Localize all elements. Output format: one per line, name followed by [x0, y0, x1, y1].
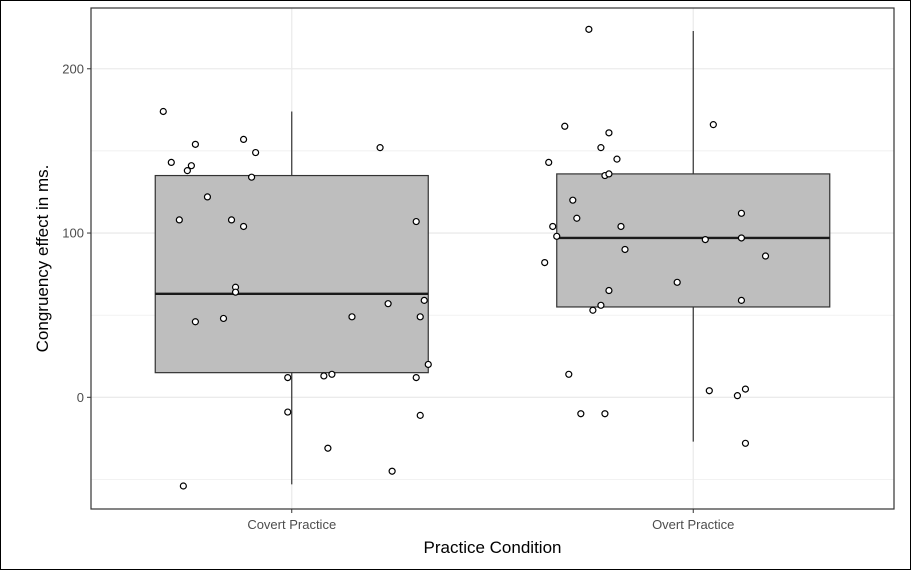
data-point: [621, 245, 629, 254]
data-point: [412, 217, 420, 226]
data-points: [159, 25, 770, 490]
data-point: [416, 313, 424, 321]
data-point: [577, 410, 585, 418]
data-point: [284, 373, 292, 382]
data-point: [597, 301, 605, 309]
data-point: [203, 193, 212, 201]
data-point: [239, 135, 248, 144]
y-tick-label: 200: [62, 61, 84, 76]
data-point: [179, 482, 187, 490]
data-point: [231, 288, 240, 296]
data-point: [284, 408, 292, 416]
panel-border: [90, 7, 895, 510]
data-point: [561, 122, 569, 130]
data-point: [605, 170, 613, 178]
data-point: [605, 286, 613, 295]
y-axis-title: Congruency effect in ms.: [33, 165, 52, 353]
x-tick-label: Covert Practice: [247, 517, 336, 532]
data-point: [549, 222, 557, 231]
data-point: [761, 252, 770, 260]
x-axis-title: Practice Condition: [424, 538, 562, 557]
data-point: [388, 467, 396, 475]
data-point: [565, 370, 573, 378]
boxes: [154, 173, 831, 374]
data-point: [553, 232, 561, 240]
whiskers: [291, 30, 694, 485]
data-point: [384, 300, 392, 308]
data-point: [328, 370, 336, 378]
data-point: [741, 439, 750, 447]
data-point: [219, 314, 228, 323]
data-point: [733, 392, 742, 400]
data-point: [569, 196, 577, 204]
data-point: [585, 25, 593, 33]
data-point: [187, 162, 195, 170]
data-point: [183, 167, 191, 175]
data-point: [420, 296, 428, 304]
axes: 0 100 200 Covert Practice Overt Practice: [62, 7, 895, 532]
box: [154, 174, 429, 374]
data-point: [705, 387, 713, 395]
data-point: [376, 144, 384, 152]
data-point: [167, 158, 175, 167]
x-tick-label: Overt Practice: [652, 517, 734, 532]
data-point: [673, 278, 681, 286]
data-point: [573, 214, 581, 222]
data-point: [324, 444, 332, 452]
data-point: [597, 144, 605, 152]
data-point: [737, 209, 746, 217]
data-point: [601, 410, 609, 418]
data-point: [416, 411, 424, 419]
data-point: [541, 259, 549, 267]
data-point: [320, 372, 328, 380]
data-point: [227, 216, 236, 224]
data-point: [191, 318, 199, 326]
data-point: [709, 121, 717, 129]
box: [556, 173, 831, 308]
data-point: [424, 360, 432, 369]
data-point: [737, 296, 746, 304]
data-point: [191, 140, 199, 148]
data-point: [613, 155, 621, 163]
data-point: [239, 222, 248, 231]
y-tick-label: 0: [77, 390, 84, 405]
data-point: [741, 385, 750, 393]
data-point: [175, 216, 183, 224]
data-point: [252, 148, 260, 157]
data-point: [248, 173, 256, 181]
data-point: [159, 107, 167, 116]
y-tick-label: 100: [62, 226, 84, 241]
data-point: [589, 306, 597, 314]
data-point: [545, 158, 553, 167]
data-point: [737, 234, 746, 242]
data-point: [412, 373, 420, 382]
data-point: [605, 129, 613, 137]
data-point: [348, 313, 356, 321]
data-point: [701, 236, 709, 244]
data-point: [617, 222, 625, 231]
